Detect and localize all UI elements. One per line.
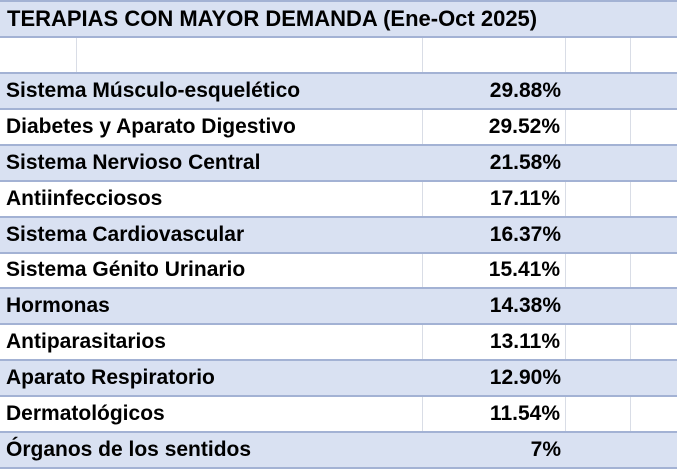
empty-cell[interactable] [566, 433, 631, 467]
empty-cell[interactable] [631, 289, 677, 323]
therapy-label: Órganos de los sentidos [6, 438, 252, 462]
therapy-percent: 7% [530, 438, 561, 462]
therapy-percent: 21.58% [489, 150, 561, 174]
empty-cell[interactable] [631, 361, 677, 395]
therapy-name-cell[interactable]: Sistema Cardiovascular [0, 218, 423, 252]
therapy-value-cell[interactable]: 12.90% [423, 361, 566, 395]
empty-cell[interactable] [631, 433, 677, 467]
therapy-value-cell[interactable]: 29.88% [423, 74, 566, 108]
therapy-value-cell[interactable]: 11.54% [423, 397, 566, 432]
empty-cell[interactable] [631, 74, 677, 108]
therapy-value-cell[interactable]: 13.11% [423, 325, 566, 360]
table-row: Sistema Génito Urinario 15.41% [0, 253, 677, 290]
empty-cell[interactable] [566, 109, 631, 144]
therapy-value-cell[interactable]: 7% [423, 433, 566, 467]
empty-cell[interactable] [566, 361, 631, 395]
therapy-percent: 15.41% [488, 258, 560, 282]
therapy-name-cell[interactable]: Diabetes y Aparato Digestivo [0, 109, 423, 144]
therapy-value-cell[interactable]: 17.11% [423, 181, 566, 216]
therapy-percent: 13.11% [489, 330, 560, 354]
table-title-cell[interactable]: TERAPIAS CON MAYOR DEMANDA (Ene-Oct 2025… [0, 2, 677, 38]
empty-cell[interactable] [631, 110, 677, 144]
empty-cell[interactable] [631, 38, 677, 72]
therapy-percent: 29.52% [488, 114, 560, 138]
empty-cell[interactable] [566, 325, 631, 360]
empty-cell[interactable] [631, 182, 677, 216]
therapy-value-cell[interactable]: 21.58% [423, 146, 566, 180]
therapy-label: Sistema Génito Urinario [6, 258, 246, 282]
empty-cell[interactable] [0, 38, 77, 72]
table-row: Hormonas 14.38% [0, 289, 677, 326]
table-row: Sistema Nervioso Central 21.58% [0, 145, 677, 182]
spacer-row[interactable] [0, 38, 677, 74]
therapy-percent: 11.54% [489, 402, 560, 426]
therapy-percent: 29.88% [489, 78, 561, 102]
therapy-name-cell[interactable]: Sistema Nervioso Central [0, 146, 423, 180]
empty-cell[interactable] [631, 325, 677, 359]
empty-cell[interactable] [566, 397, 631, 432]
table-row: Antiparasitarios 13.11% [0, 325, 677, 362]
table-row: Antiinfecciosos 17.11% [0, 181, 677, 218]
therapy-label: Antiparasitarios [6, 330, 166, 354]
therapy-label: Sistema Nervioso Central [6, 150, 261, 174]
therapy-name-cell[interactable]: Sistema Músculo-esquelético [0, 74, 423, 108]
therapy-name-cell[interactable]: Antiinfecciosos [0, 181, 423, 216]
therapy-name-cell[interactable]: Dermatológicos [0, 397, 423, 432]
therapy-label: Antiinfecciosos [6, 186, 163, 210]
empty-cell[interactable] [566, 38, 631, 72]
therapy-name-cell[interactable]: Sistema Génito Urinario [0, 253, 423, 288]
therapy-percent: 17.11% [489, 186, 560, 210]
empty-cell[interactable] [423, 38, 566, 72]
table-row: Sistema Músculo-esquelético 29.88% [0, 74, 677, 110]
empty-cell[interactable] [566, 218, 631, 252]
therapy-label: Diabetes y Aparato Digestivo [6, 114, 296, 138]
empty-cell[interactable] [566, 289, 631, 323]
empty-cell[interactable] [77, 38, 423, 72]
empty-cell[interactable] [566, 253, 631, 288]
therapy-value-cell[interactable]: 29.52% [423, 109, 566, 144]
therapy-value-cell[interactable]: 14.38% [423, 289, 566, 323]
empty-cell[interactable] [566, 181, 631, 216]
table-row: Dermatológicos 11.54% [0, 397, 677, 434]
therapy-label: Dermatológicos [6, 402, 165, 426]
therapy-value-cell[interactable]: 15.41% [423, 253, 566, 288]
empty-cell[interactable] [631, 146, 677, 180]
empty-cell[interactable] [631, 254, 677, 288]
therapy-percent: 12.90% [489, 366, 561, 390]
therapy-percent: 16.37% [489, 222, 561, 246]
therapy-label: Sistema Cardiovascular [6, 222, 245, 246]
empty-cell[interactable] [631, 397, 677, 431]
therapy-value-cell[interactable]: 16.37% [423, 218, 566, 252]
therapy-name-cell[interactable]: Antiparasitarios [0, 325, 423, 360]
therapy-name-cell[interactable]: Aparato Respiratorio [0, 361, 423, 395]
therapy-label: Sistema Músculo-esquelético [6, 78, 301, 102]
empty-cell[interactable] [566, 74, 631, 108]
therapy-percent: 14.38% [489, 294, 561, 318]
table-row: Diabetes y Aparato Digestivo 29.52% [0, 109, 677, 146]
table-row: Órganos de los sentidos 7% [0, 433, 677, 469]
therapy-label: Hormonas [6, 294, 110, 318]
therapy-label: Aparato Respiratorio [6, 366, 215, 390]
page-title: TERAPIAS CON MAYOR DEMANDA (Ene-Oct 2025… [7, 6, 538, 31]
empty-cell[interactable] [631, 218, 677, 252]
therapy-name-cell[interactable]: Órganos de los sentidos [0, 433, 423, 467]
table-row: Sistema Cardiovascular 16.37% [0, 217, 677, 254]
empty-cell[interactable] [566, 146, 631, 180]
therapy-name-cell[interactable]: Hormonas [0, 289, 423, 323]
table-row: Aparato Respiratorio 12.90% [0, 361, 677, 398]
